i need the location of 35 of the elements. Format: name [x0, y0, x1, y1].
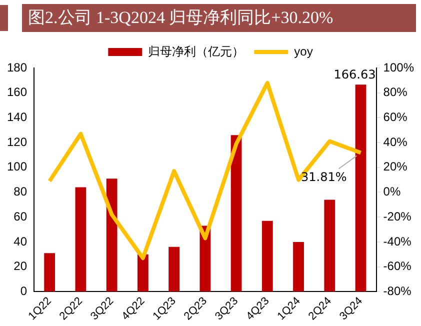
y2-tick-label: 0%	[383, 184, 401, 199]
y2-tick-label: -40%	[383, 234, 412, 248]
y-tick-label: 0	[20, 284, 28, 298]
bar	[262, 220, 273, 292]
y-tick-label: 160	[6, 85, 28, 100]
bar	[230, 135, 242, 292]
bar	[355, 84, 366, 292]
data-label: 166.63	[334, 68, 376, 82]
y-tick-label: 40	[14, 234, 28, 248]
y2-tick-label: 100%	[383, 60, 414, 74]
y-tick-label: 140	[6, 110, 28, 124]
y-tick-label: 80	[14, 184, 28, 199]
y2-tick-label: -20%	[383, 209, 412, 224]
y2-tick-label: -60%	[383, 259, 412, 274]
bar	[44, 253, 56, 292]
chart-title: 图2.公司 1-3Q2024 归母净利同比+30.20%	[22, 4, 416, 32]
bar	[324, 200, 336, 292]
bar	[106, 178, 118, 292]
y-tick-label: 180	[6, 60, 28, 74]
y-tick-label: 60	[14, 209, 28, 224]
data-label: 31.81%	[300, 170, 347, 184]
y-tick-label: 120	[6, 134, 28, 149]
y2-tick-label: 60%	[383, 110, 408, 124]
bar	[293, 242, 304, 292]
y-tick-label: 100	[6, 160, 28, 174]
y-tick-label: 20	[14, 259, 28, 274]
bar	[75, 187, 86, 292]
legend-label: yoy	[294, 44, 313, 58]
bar	[137, 254, 148, 292]
y2-tick-label: 80%	[383, 85, 408, 100]
y2-tick-label: 20%	[383, 160, 408, 174]
y2-tick-label: 40%	[383, 134, 408, 149]
y2-tick-label: -80%	[383, 284, 412, 298]
legend-label: 归母净利（亿元）	[148, 44, 244, 58]
bar	[168, 246, 180, 292]
